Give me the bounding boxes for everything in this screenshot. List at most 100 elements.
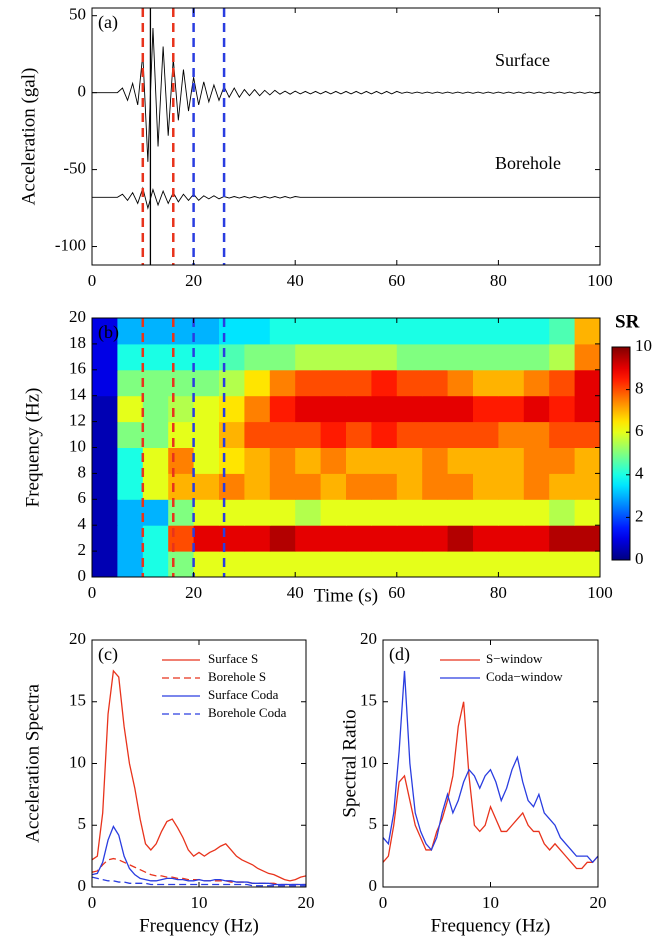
heatmap-cell [142, 473, 169, 500]
heatmap-cell [422, 499, 449, 526]
heatmap-cell [574, 421, 600, 448]
heatmap-cell [346, 343, 372, 371]
heatmap-cell [574, 369, 600, 397]
heatmap-cell [447, 499, 474, 526]
x-tick-label: 80 [490, 583, 507, 602]
heatmap-cell [422, 525, 449, 552]
heatmap-cell [193, 369, 220, 397]
y-tick-label: 20 [360, 629, 377, 648]
y-tick-label: 5 [369, 814, 378, 833]
panel-label: (b) [98, 322, 119, 343]
heatmap-cell [422, 343, 449, 371]
heatmap-cell [396, 343, 423, 371]
heatmap-cell [269, 421, 296, 448]
heatmap-cell [269, 551, 296, 577]
heatmap-cell [320, 473, 347, 500]
heatmap-cell [142, 343, 169, 371]
heatmap-cell [142, 395, 169, 423]
heatmap-cell [498, 395, 525, 423]
y-tick-label: -50 [63, 158, 86, 177]
heatmap-cell [142, 318, 169, 345]
heatmap-cell [346, 447, 372, 474]
heatmap-cell [346, 499, 372, 526]
heatmap-cell [92, 525, 118, 552]
series-line [92, 825, 306, 886]
heatmap-cell [396, 369, 423, 397]
heatmap-cell [193, 525, 220, 552]
heatmap-cell [549, 421, 576, 448]
y-tick-label: 15 [360, 691, 377, 710]
heatmap-cell [473, 369, 499, 397]
heatmap-cell [346, 525, 372, 552]
heatmap-cell [117, 343, 144, 371]
x-tick-label: 60 [388, 271, 405, 290]
series-line [92, 27, 600, 162]
heatmap-cell [396, 447, 423, 474]
heatmap-cell [422, 395, 449, 423]
heatmap-cell [447, 473, 474, 500]
y-tick-label: 14 [69, 385, 87, 404]
x-tick-label: 10 [482, 893, 499, 912]
heatmap-cell [193, 473, 220, 500]
heatmap-cell [371, 473, 398, 500]
heatmap-cell [371, 447, 398, 474]
heatmap-cell [549, 447, 576, 474]
heatmap-cell [295, 551, 322, 577]
heatmap-cell [422, 369, 449, 397]
legend-label: Surface Coda [208, 687, 279, 702]
y-tick-label: 4 [78, 514, 87, 533]
heatmap-cell [117, 318, 144, 345]
heatmap-cell [447, 421, 474, 448]
heatmap-cell [498, 369, 525, 397]
heatmap-cell [117, 551, 144, 577]
heatmap-cell [422, 421, 449, 448]
heatmap-cell [92, 395, 118, 423]
heatmap-cell [371, 551, 398, 577]
heatmap-cell [193, 395, 220, 423]
heatmap-cell [320, 318, 347, 345]
legend-label: S−window [486, 651, 543, 666]
colorbar-tick-label: 0 [635, 549, 644, 568]
heatmap-cell [295, 318, 322, 345]
x-tick-label: 60 [388, 583, 405, 602]
colorbar-tick-label: 4 [635, 464, 644, 483]
heatmap-cell [346, 318, 372, 345]
y-axis-label: Acceleration Spectra [22, 684, 43, 843]
heatmap-cell [193, 551, 220, 577]
heatmap-cell [549, 369, 576, 397]
heatmap-cell [320, 369, 347, 397]
heatmap-cell [549, 499, 576, 526]
heatmap-cell [371, 369, 398, 397]
y-tick-label: 16 [69, 359, 86, 378]
plot-area [383, 670, 598, 870]
heatmap-cell [244, 395, 271, 423]
heatmap-cell [498, 525, 525, 552]
heatmap-cell [523, 421, 550, 448]
heatmap-cell [473, 318, 499, 345]
heatmap-cell [295, 525, 322, 552]
heatmap-cell [92, 447, 118, 474]
heatmap-cell [523, 551, 550, 577]
heatmap-cell [473, 395, 499, 423]
y-tick-label: 10 [360, 752, 377, 771]
series-line [92, 669, 306, 882]
heatmap-cell [320, 447, 347, 474]
heatmap-cell [92, 499, 118, 526]
heatmap-cell [523, 473, 550, 500]
heatmap-cell [549, 551, 576, 577]
heatmap-cell [574, 525, 600, 552]
colorbar-tick-label: 10 [635, 336, 652, 355]
y-tick-label: -100 [55, 235, 86, 254]
heatmap-cell [473, 447, 499, 474]
heatmap-cell [193, 447, 220, 474]
heatmap-cell [142, 551, 169, 577]
plot-area [92, 8, 600, 265]
heatmap-cell [117, 447, 144, 474]
heatmap-cell [422, 318, 449, 345]
y-tick-label: 0 [78, 566, 87, 585]
heatmap-cell [498, 318, 525, 345]
heatmap-cell [447, 395, 474, 423]
heatmap-cell [320, 343, 347, 371]
x-tick-label: 20 [185, 583, 202, 602]
y-tick-label: 0 [369, 876, 378, 895]
